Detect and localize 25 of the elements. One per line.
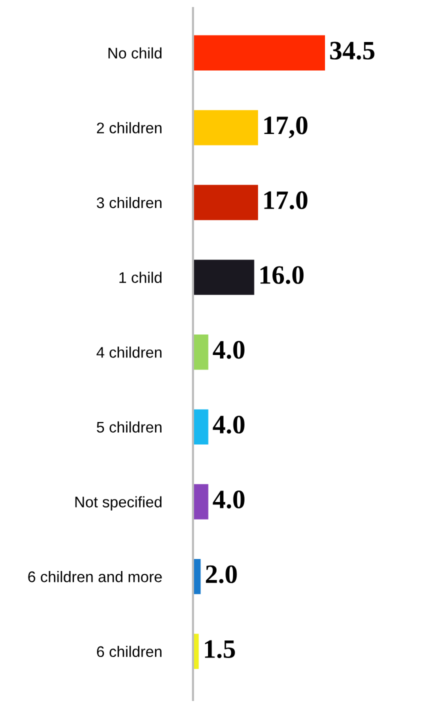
data-label: 1.5 (205, 640, 235, 658)
y-tick-label: 3 children (96, 196, 162, 208)
data-label: 34.5 (330, 42, 374, 60)
data-label: 4.0 (212, 416, 244, 434)
y-tick-label: No child (108, 47, 162, 59)
y-tick-label: 5 children (96, 421, 162, 433)
bar (193, 184, 258, 220)
y-tick-label: Not specified (75, 496, 162, 510)
bar (193, 334, 208, 370)
data-label: 4.0 (212, 490, 244, 508)
data-label: 4.0 (212, 340, 244, 359)
y-tick-label: 6 children and more (28, 571, 162, 582)
y-tick-label: 6 children (96, 646, 162, 658)
bar (193, 110, 258, 146)
data-label: 2.0 (206, 565, 237, 584)
data-label: 17.0 (264, 191, 308, 210)
y-tick-label: 4 children (96, 346, 162, 358)
y-tick-label: 2 children (96, 122, 162, 134)
bar (193, 484, 208, 520)
y-tick-label: 1 child (119, 272, 162, 284)
bar (193, 409, 208, 445)
data-label: 17,0 (264, 116, 308, 138)
bar (193, 260, 254, 295)
bar (193, 35, 325, 70)
data-label: 16.0 (260, 266, 304, 284)
